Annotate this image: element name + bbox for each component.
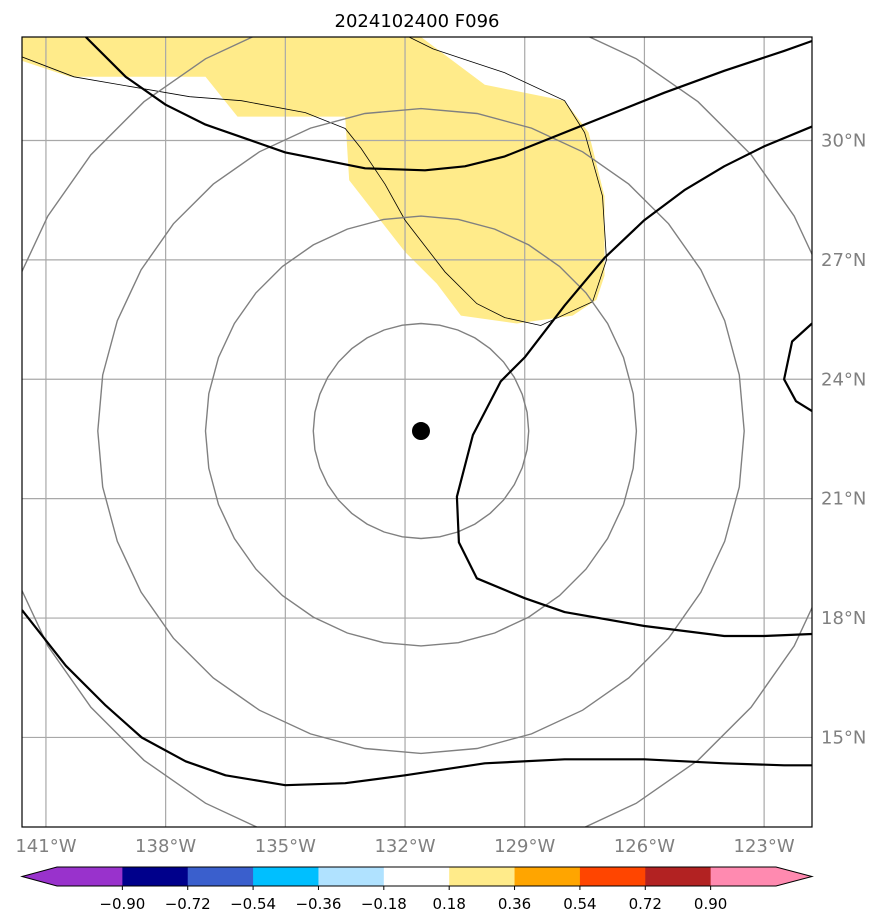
colorbar-tick-label: −0.90 — [99, 895, 145, 913]
latitude-tick-labels: 15°N 18°N 21°N 24°N 27°N 30°N — [821, 130, 866, 748]
colorbar-swatch — [187, 867, 254, 886]
latitude-tick-label: 21°N — [821, 489, 866, 510]
map-panel — [22, 37, 812, 827]
latitude-tick-label: 18°N — [821, 608, 866, 629]
longitude-tick-label: 138°W — [135, 836, 196, 857]
colorbar-swatch — [383, 867, 450, 886]
range-ring — [97, 107, 745, 755]
colorbar-tick-label: −0.54 — [230, 895, 276, 913]
range-ring — [204, 215, 638, 647]
colorbar-swatch — [318, 867, 385, 886]
colorbar-tick-label: −0.72 — [165, 895, 211, 913]
colorbar-swatch — [514, 867, 581, 886]
colorbar-swatch — [579, 867, 646, 886]
colorbar-tick-label: 0.36 — [498, 895, 531, 913]
colorbar-swatch — [57, 867, 123, 886]
range-ring — [22, 37, 812, 827]
colorbar-tick-label: 0.90 — [694, 895, 727, 913]
storm-center-marker — [411, 422, 430, 441]
colorbar-tick-label: 0.72 — [629, 895, 662, 913]
map-frame — [21, 36, 813, 828]
colorbar-tick-label: −0.18 — [361, 895, 407, 913]
colorbar-tick-label: 0.54 — [563, 895, 596, 913]
colorbar-swatch — [645, 867, 712, 886]
colorbar-swatch — [122, 867, 189, 886]
colorbar-extend-max — [776, 867, 812, 886]
longitude-tick-label: 132°W — [374, 836, 435, 857]
colorbar: −0.90 −0.72 −0.54 −0.36 −0.18 0.18 0.36 0.54 0.7… — [20, 866, 814, 913]
longitude-tick-label: 123°W — [734, 836, 795, 857]
latitude-tick-label: 30°N — [821, 130, 866, 151]
latitude-tick-label: 24°N — [821, 369, 866, 390]
colorbar-extend-min — [22, 867, 57, 886]
coastline-outline — [22, 37, 607, 326]
longitude-tick-labels: 141°W 138°W 135°W 132°W 129°W 126°W 123°W — [15, 836, 795, 857]
contour-line — [782, 322, 812, 413]
longitude-tick-label: 141°W — [15, 836, 76, 857]
filled-region — [22, 37, 605, 324]
colorbar-swatch — [449, 867, 516, 886]
longitude-tick-label: 126°W — [614, 836, 675, 857]
longitude-tick-label: 135°W — [255, 836, 316, 857]
contour-line — [85, 37, 812, 172]
colorbar-swatch — [253, 867, 319, 886]
contour-line — [22, 609, 812, 787]
longitude-tick-label: 129°W — [494, 836, 555, 857]
colorbar-tick-label: 0.18 — [432, 895, 465, 913]
latitude-tick-label: 27°N — [821, 250, 866, 271]
contour-line — [455, 125, 812, 638]
range-ring — [312, 322, 530, 540]
colorbar-swatch — [710, 867, 777, 886]
colorbar-outline — [20, 866, 814, 887]
latitude-tick-label: 15°N — [821, 727, 866, 748]
colorbar-tick-label: −0.36 — [295, 895, 341, 913]
chart-title: 2024102400 F096 — [335, 11, 500, 32]
